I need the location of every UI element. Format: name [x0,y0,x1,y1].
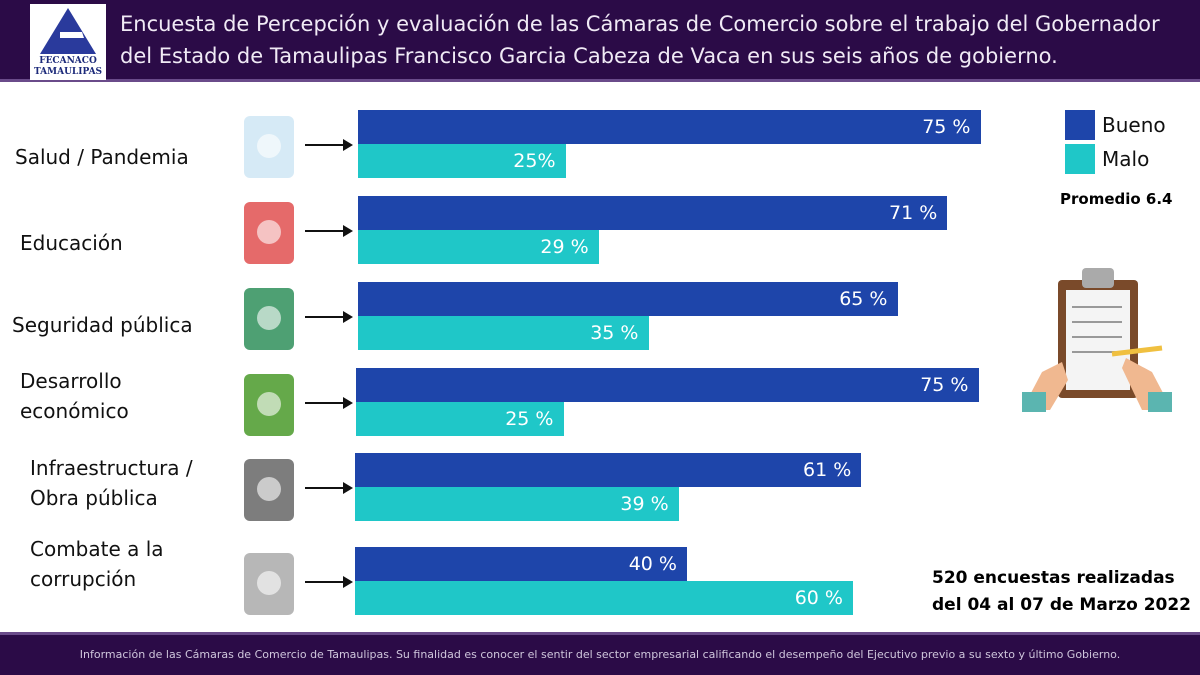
legend-label-malo: Malo [1102,147,1150,171]
survey-dates: del 04 al 07 de Marzo 2022 [932,595,1192,615]
legend-label-bueno: Bueno [1102,113,1166,137]
clipboard-icon [238,108,300,184]
logo-text: TAMAULIPAS [33,67,103,77]
bar-malo: 60 % [355,581,853,615]
bar-malo: 29 % [358,230,599,264]
handcuffs-icon [238,545,300,621]
bar-malo: 25% [358,144,566,178]
bar-bueno: 65 % [358,282,898,316]
bar-bueno: 75 % [356,368,979,402]
logo: FECANACO TAMAULIPAS [30,4,106,80]
category-label: Seguridad pública [12,313,193,337]
arrow-icon [305,139,353,151]
gears-money-icon [238,366,300,442]
bar-malo: 25 % [356,402,564,436]
books-icon [238,194,300,270]
arrow-icon [305,482,353,494]
arrow-icon [305,225,353,237]
category-label: Salud / Pandemia [15,145,189,169]
bar-bueno: 71 % [358,196,948,230]
city-icon [238,451,300,527]
header: FECANACO TAMAULIPAS Encuesta de Percepci… [0,0,1200,82]
footer: Información de las Cámaras de Comercio d… [0,632,1200,675]
category-label: Infraestructura / Obra pública [30,456,193,510]
arrow-icon [305,397,353,409]
category-label: Educación [20,231,123,255]
arrow-icon [305,311,353,323]
page-title: Encuesta de Percepción y evaluación de l… [120,12,1160,68]
bar-malo: 35 % [358,316,649,350]
bar-bueno: 40 % [355,547,687,581]
bar-bueno: 75 % [358,110,981,144]
category-label: Combate a la corrupción [30,537,164,591]
logo-text: FECANACO [39,56,97,66]
legend-swatch-bueno [1065,110,1095,140]
bar-malo: 39 % [355,487,679,521]
shield-check-icon [238,280,300,356]
category-label: Desarrollo económico [20,369,129,423]
survey-clipboard-icon [1022,268,1172,412]
average-label: Promedio 6.4 [1060,190,1173,208]
arrow-icon [305,576,353,588]
survey-count: 520 encuestas realizadas [932,568,1175,588]
bar-bueno: 61 % [355,453,862,487]
legend-swatch-malo [1065,144,1095,174]
